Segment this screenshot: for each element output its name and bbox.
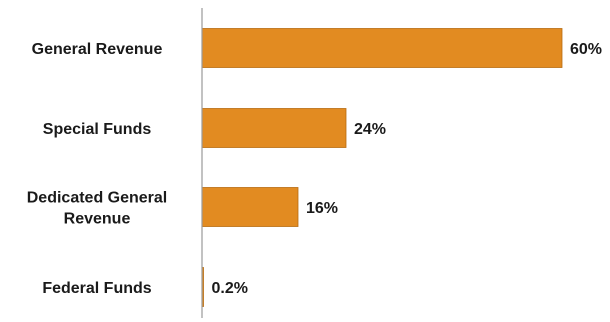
bar: [201, 28, 563, 68]
bars-layer: [201, 28, 563, 307]
data-label: 24%: [354, 121, 386, 138]
category-label-line: General Revenue: [32, 41, 163, 58]
category-label: Special Funds: [43, 121, 152, 138]
data-label: 0.2%: [212, 280, 248, 297]
category-label-line: Special Funds: [43, 121, 152, 138]
category-label: General Revenue: [32, 41, 163, 58]
category-label-line: Revenue: [64, 211, 131, 228]
category-labels: General Revenue Special Funds Dedicated Ge…: [27, 41, 168, 297]
bar: [201, 108, 347, 148]
category-label-line: Federal Funds: [42, 280, 151, 297]
category-label: Federal Funds: [42, 280, 151, 297]
category-label-line: Dedicated General: [27, 190, 168, 207]
bar: [201, 187, 299, 227]
category-label: Dedicated General Revenue: [27, 190, 168, 228]
data-label: 60%: [570, 41, 602, 58]
value-labels: 60% 24% 16% 0.2%: [212, 41, 603, 297]
data-label: 16%: [306, 200, 338, 217]
